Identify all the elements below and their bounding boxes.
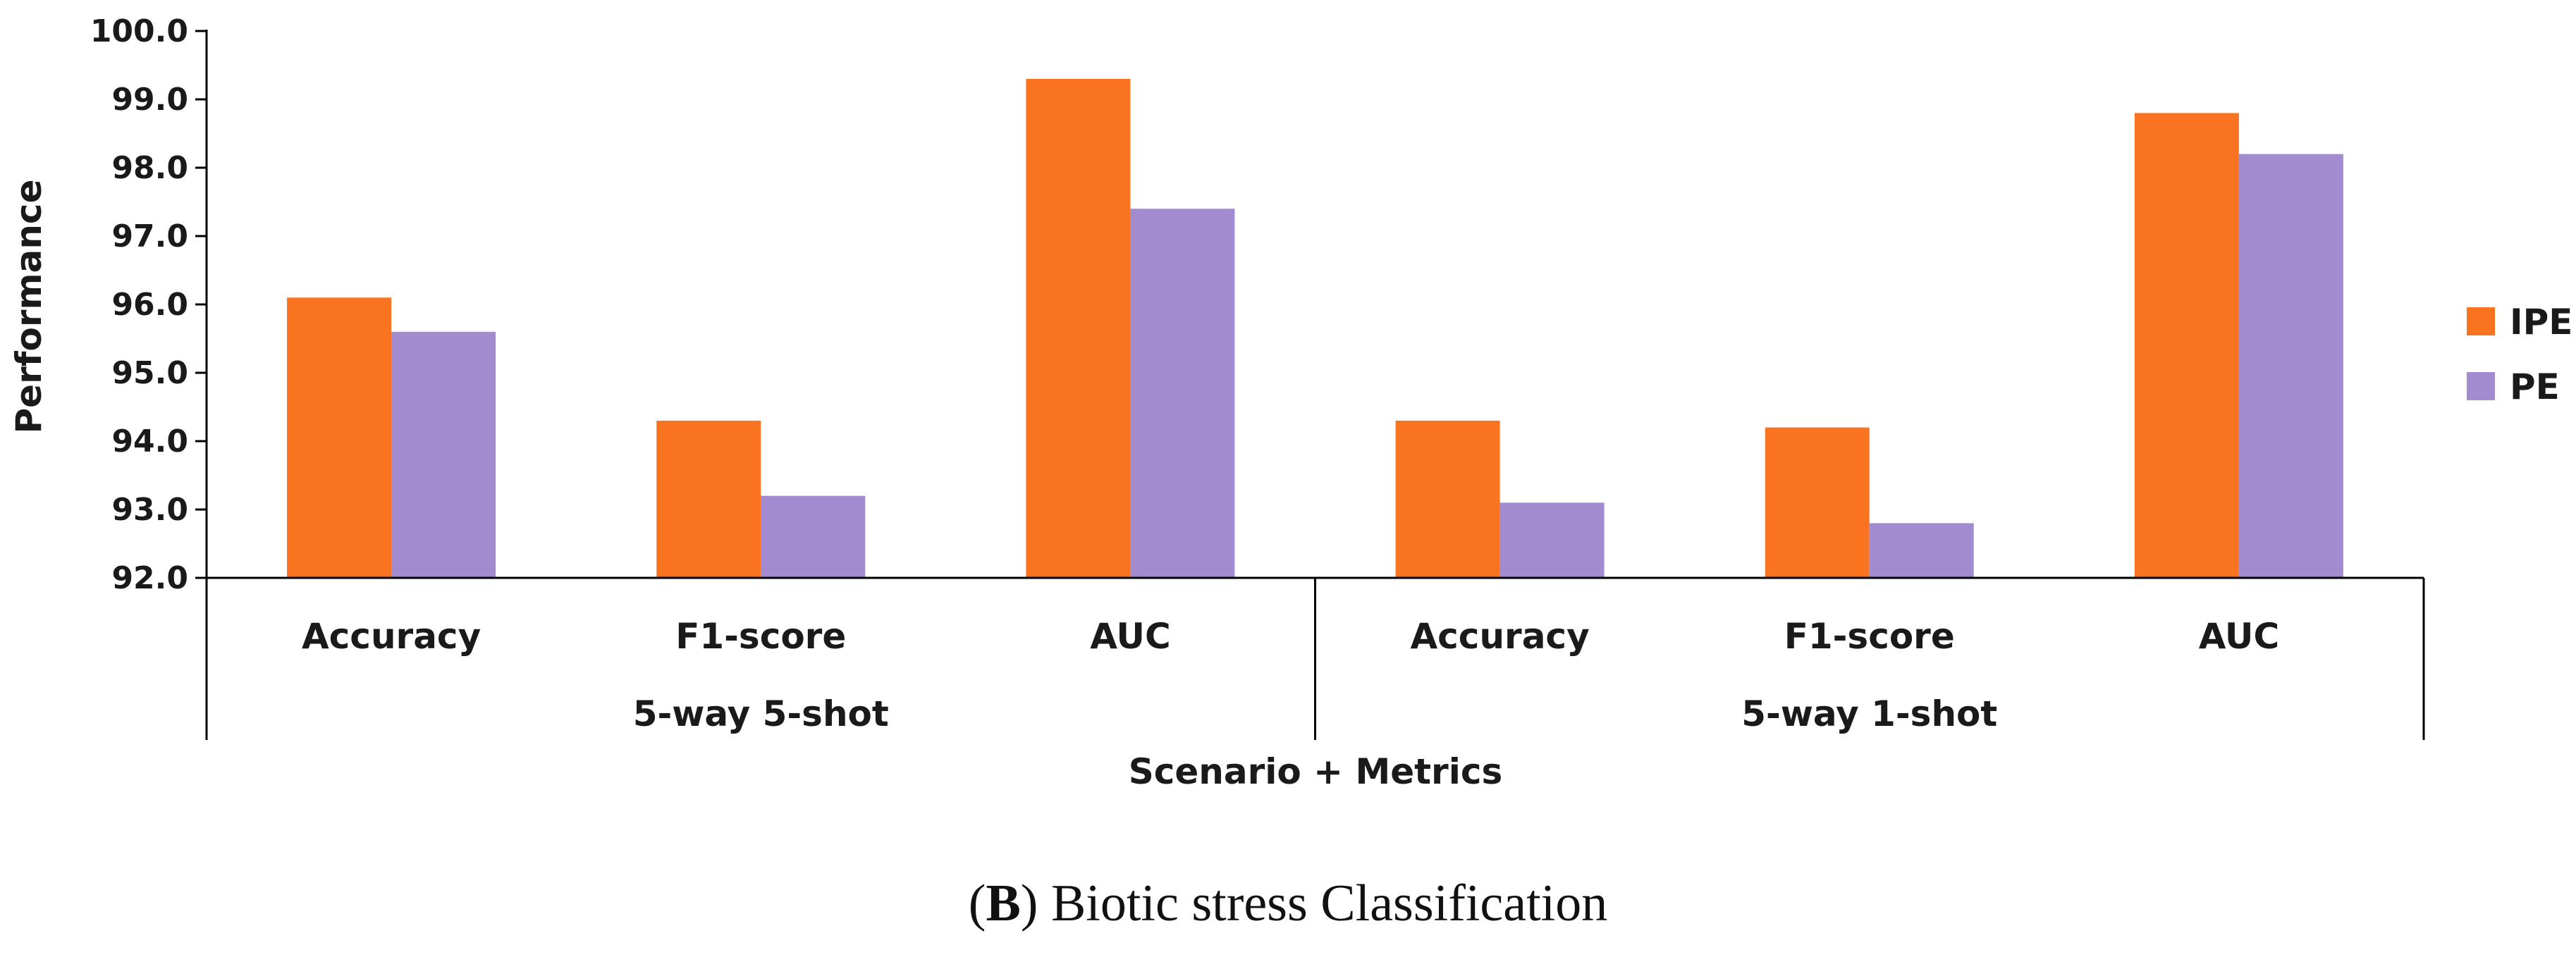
bar-ipe (2134, 113, 2239, 578)
category-label: AUC (2199, 616, 2279, 657)
labels: 92.0 93.0 94.0 95.0 96.0 97.0 98.0 99.0 100.0 Acc… (90, 13, 2279, 734)
x-axis-title: Scenario + Metrics (1129, 751, 1503, 792)
bar-pe (761, 495, 866, 578)
bar-chart: 92.0 93.0 94.0 95.0 96.0 97.0 98.0 99.0 100.0 Acc… (8, 13, 2572, 792)
y-tick-label: 95.0 (111, 355, 188, 391)
y-tick-label: 100.0 (90, 13, 188, 49)
bars (287, 78, 2343, 579)
bar-pe (391, 331, 496, 578)
category-label: F1-score (1784, 616, 1955, 657)
bar-pe (1499, 502, 1605, 578)
legend-swatch-pe (2467, 372, 2495, 400)
legend: IPE PE (2467, 302, 2572, 407)
caption-label: B (986, 875, 1021, 932)
bar-ipe (1765, 427, 1870, 578)
bar-ipe (1395, 420, 1500, 578)
y-tick-label: 93.0 (111, 492, 188, 528)
legend-label-pe: PE (2510, 366, 2560, 407)
bar-pe (2238, 154, 2343, 579)
bar-ipe (1026, 78, 1131, 578)
bar-ipe (656, 420, 761, 578)
category-label: Accuracy (302, 616, 481, 657)
y-tick-label: 94.0 (111, 424, 188, 459)
legend-swatch-ipe (2467, 307, 2495, 335)
y-tick-label: 97.0 (111, 218, 188, 254)
category-label: F1-score (675, 616, 846, 657)
figure-caption: (B) Biotic stress Classification (968, 875, 1608, 932)
group-label: 5-way 1-shot (1741, 693, 1997, 734)
group-label: 5-way 5-shot (633, 693, 889, 734)
caption-text: Biotic stress Classification (1038, 875, 1608, 932)
y-axis-title: Performance (8, 180, 49, 434)
category-label: Accuracy (1410, 616, 1589, 657)
bar-ipe (287, 297, 392, 578)
bar-pe (1869, 523, 1974, 578)
y-axis-ticks (195, 30, 207, 579)
legend-label-ipe: IPE (2510, 302, 2572, 342)
y-tick-label: 98.0 (111, 150, 188, 186)
axes (205, 30, 2425, 740)
y-tick-label: 92.0 (111, 560, 188, 596)
y-tick-label: 96.0 (111, 287, 188, 323)
y-tick-label: 99.0 (111, 82, 188, 118)
bar-pe (1130, 209, 1235, 578)
category-label: AUC (1090, 616, 1170, 657)
